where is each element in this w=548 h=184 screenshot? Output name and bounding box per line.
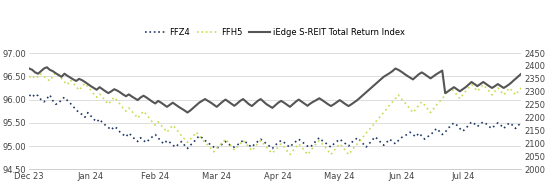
Legend: FFZ4, FFH5, iEdge S-REIT Total Return Index: FFZ4, FFH5, iEdge S-REIT Total Return In… [142, 25, 409, 40]
